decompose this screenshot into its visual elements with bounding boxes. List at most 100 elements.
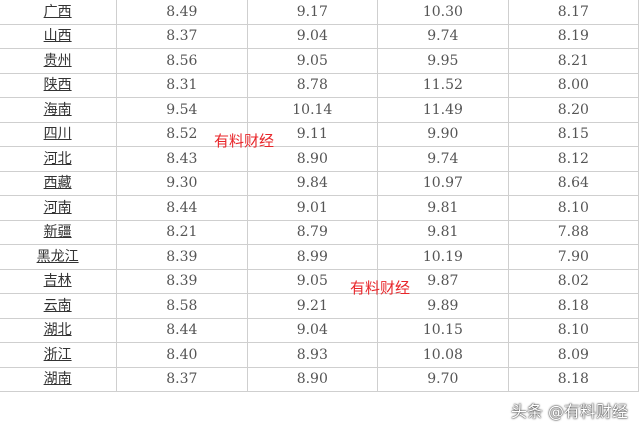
value-cell: 8.52: [116, 121, 248, 147]
region-link[interactable]: 四川: [43, 126, 72, 143]
region-link[interactable]: 河北: [43, 150, 72, 167]
region-cell: 海南: [0, 97, 118, 123]
value-cell: 7.90: [507, 244, 640, 270]
region-link[interactable]: 黑龙江: [36, 248, 79, 265]
value-cell: 8.49: [116, 0, 248, 25]
value-cell: 10.14: [246, 97, 379, 123]
value-cell: 9.87: [377, 268, 509, 294]
region-link[interactable]: 浙江: [43, 346, 72, 363]
table-row: 湖北 8.44 9.04 10.15 8.10: [0, 317, 640, 343]
region-cell: 河北: [0, 146, 118, 172]
brand-watermark: 头条 @有料财经: [510, 402, 628, 421]
region-link[interactable]: 湖南: [43, 371, 72, 388]
value-cell: 8.19: [507, 23, 640, 49]
region-link[interactable]: 新疆: [43, 224, 72, 241]
region-cell: 广西: [0, 0, 118, 25]
region-link[interactable]: 山西: [43, 28, 72, 45]
value-cell: 9.89: [377, 293, 509, 319]
table-row: 新疆 8.21 8.79 9.81 7.88: [0, 219, 640, 245]
table-row: 河北 8.43 8.90 9.74 8.12: [0, 146, 640, 172]
region-link[interactable]: 湖北: [43, 322, 72, 339]
value-cell: 9.05: [246, 48, 379, 74]
region-link[interactable]: 河南: [43, 199, 72, 216]
value-cell: 8.10: [507, 317, 640, 343]
table-row: 黑龙江 8.39 8.99 10.19 7.90: [0, 244, 640, 270]
region-link[interactable]: 海南: [43, 101, 72, 118]
value-cell: 9.04: [246, 317, 379, 343]
value-cell: 10.97: [377, 170, 509, 196]
value-cell: 8.20: [507, 97, 640, 123]
value-cell: 8.31: [116, 72, 248, 98]
value-cell: 9.70: [377, 366, 509, 392]
region-cell: 湖南: [0, 366, 118, 392]
region-link[interactable]: 陕西: [43, 77, 72, 94]
value-cell: 8.44: [116, 195, 248, 221]
region-cell: 吉林: [0, 268, 118, 294]
table-row: 陕西 8.31 8.78 11.52 8.00: [0, 72, 640, 98]
table-row: 西藏 9.30 9.84 10.97 8.64: [0, 170, 640, 196]
table-row: 吉林 8.39 9.05 9.87 8.02: [0, 268, 640, 294]
region-link[interactable]: 云南: [43, 297, 72, 314]
table-row: 四川 8.52 9.11 9.90 8.15: [0, 121, 640, 147]
table-row: 贵州 8.56 9.05 9.95 8.21: [0, 48, 640, 74]
watermark-text: 有料财经: [350, 279, 411, 297]
value-cell: 9.90: [377, 121, 509, 147]
region-link[interactable]: 广西: [43, 3, 72, 20]
value-cell: 8.21: [507, 48, 640, 74]
table-row: 云南 8.58 9.21 9.89 8.18: [0, 293, 640, 319]
value-cell: 8.39: [116, 244, 248, 270]
value-cell: 8.40: [116, 342, 248, 368]
value-cell: 8.10: [507, 195, 640, 221]
value-cell: 9.74: [377, 146, 509, 172]
region-cell: 山西: [0, 23, 118, 49]
value-cell: 8.43: [116, 146, 248, 172]
value-cell: 8.58: [116, 293, 248, 319]
value-cell: 8.02: [507, 268, 640, 294]
value-cell: 8.17: [507, 0, 640, 25]
table-row: 河南 8.44 9.01 9.81 8.10: [0, 195, 640, 221]
value-cell: 9.21: [246, 293, 379, 319]
region-link[interactable]: 贵州: [43, 52, 72, 69]
value-cell: 8.90: [246, 366, 379, 392]
value-cell: 9.95: [377, 48, 509, 74]
table-row: 山西 8.37 9.04 9.74 8.19: [0, 23, 640, 49]
table-row: 广西 8.49 9.17 10.30 8.17: [0, 0, 640, 25]
value-cell: 8.44: [116, 317, 248, 343]
value-cell: 9.74: [377, 23, 509, 49]
value-cell: 11.52: [377, 72, 509, 98]
region-link[interactable]: 西藏: [43, 175, 72, 192]
region-link[interactable]: 吉林: [43, 273, 72, 290]
value-cell: 8.15: [507, 121, 640, 147]
table-row: 海南 9.54 10.14 11.49 8.20: [0, 97, 640, 123]
value-cell: 8.64: [507, 170, 640, 196]
region-cell: 陕西: [0, 72, 118, 98]
value-cell: 11.49: [377, 97, 509, 123]
value-cell: 9.17: [246, 0, 379, 25]
value-cell: 8.37: [116, 23, 248, 49]
value-cell: 9.04: [246, 23, 379, 49]
value-cell: 8.56: [116, 48, 248, 74]
table-row: 浙江 8.40 8.93 10.08 8.09: [0, 342, 640, 368]
value-cell: 9.84: [246, 170, 379, 196]
value-cell: 9.11: [246, 121, 379, 147]
value-cell: 10.30: [377, 0, 509, 25]
value-cell: 8.39: [116, 268, 248, 294]
value-cell: 8.90: [246, 146, 379, 172]
region-cell: 四川: [0, 121, 118, 147]
value-cell: 8.00: [507, 72, 640, 98]
value-cell: 8.93: [246, 342, 379, 368]
region-cell: 贵州: [0, 48, 118, 74]
value-cell: 8.18: [507, 366, 640, 392]
data-table: 广西 8.49 9.17 10.30 8.17 山西 8.37 9.04 9.74 8.19 贵州 8…: [0, 0, 640, 392]
value-cell: 9.54: [116, 97, 248, 123]
value-cell: 8.99: [246, 244, 379, 270]
value-cell: 8.21: [116, 219, 248, 245]
value-cell: 9.81: [377, 195, 509, 221]
region-cell: 河南: [0, 195, 118, 221]
region-cell: 黑龙江: [0, 244, 118, 270]
region-cell: 云南: [0, 293, 118, 319]
value-cell: 8.79: [246, 219, 379, 245]
value-cell: 9.01: [246, 195, 379, 221]
region-cell: 新疆: [0, 219, 118, 245]
value-cell: 10.08: [377, 342, 509, 368]
